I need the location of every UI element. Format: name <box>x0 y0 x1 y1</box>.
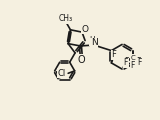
Text: O: O <box>77 55 85 65</box>
Text: F: F <box>137 57 141 66</box>
Text: F: F <box>131 61 135 70</box>
Text: N: N <box>91 38 98 47</box>
Text: F: F <box>112 50 116 59</box>
Text: CH₃: CH₃ <box>59 14 73 23</box>
Text: H: H <box>89 36 95 45</box>
Text: F: F <box>131 57 135 66</box>
Text: F: F <box>124 58 128 67</box>
Text: F: F <box>124 57 129 66</box>
Text: C: C <box>130 54 135 60</box>
Text: O: O <box>82 24 89 33</box>
Text: F: F <box>137 58 142 67</box>
Text: Cl: Cl <box>58 69 66 78</box>
